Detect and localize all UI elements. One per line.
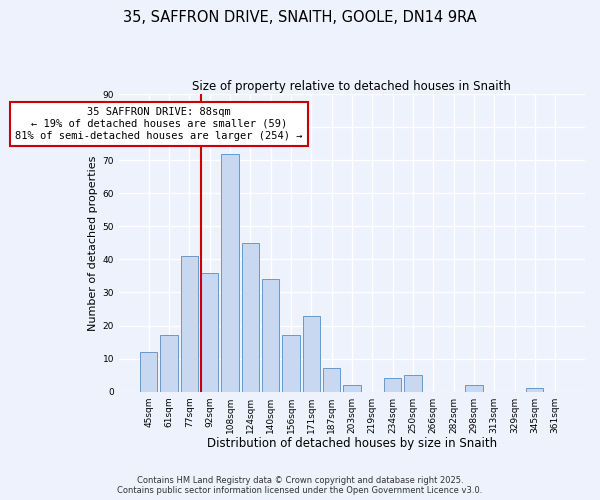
Y-axis label: Number of detached properties: Number of detached properties [88,155,98,330]
Text: 35, SAFFRON DRIVE, SNAITH, GOOLE, DN14 9RA: 35, SAFFRON DRIVE, SNAITH, GOOLE, DN14 9… [123,10,477,25]
Bar [181,256,198,392]
Bar [242,243,259,392]
Bar [384,378,401,392]
Text: 35 SAFFRON DRIVE: 88sqm
← 19% of detached houses are smaller (59)
81% of semi-de: 35 SAFFRON DRIVE: 88sqm ← 19% of detache… [15,108,302,140]
Bar [160,336,178,392]
Bar [465,385,482,392]
Bar [201,272,218,392]
Bar [323,368,340,392]
Title: Size of property relative to detached houses in Snaith: Size of property relative to detached ho… [193,80,511,93]
Bar [221,154,239,392]
Bar [262,279,279,392]
Bar [140,352,157,392]
Bar [283,336,299,392]
Bar [302,316,320,392]
Bar [404,375,422,392]
X-axis label: Distribution of detached houses by size in Snaith: Distribution of detached houses by size … [207,437,497,450]
Bar [526,388,544,392]
Text: Contains HM Land Registry data © Crown copyright and database right 2025.
Contai: Contains HM Land Registry data © Crown c… [118,476,482,495]
Bar [343,385,361,392]
